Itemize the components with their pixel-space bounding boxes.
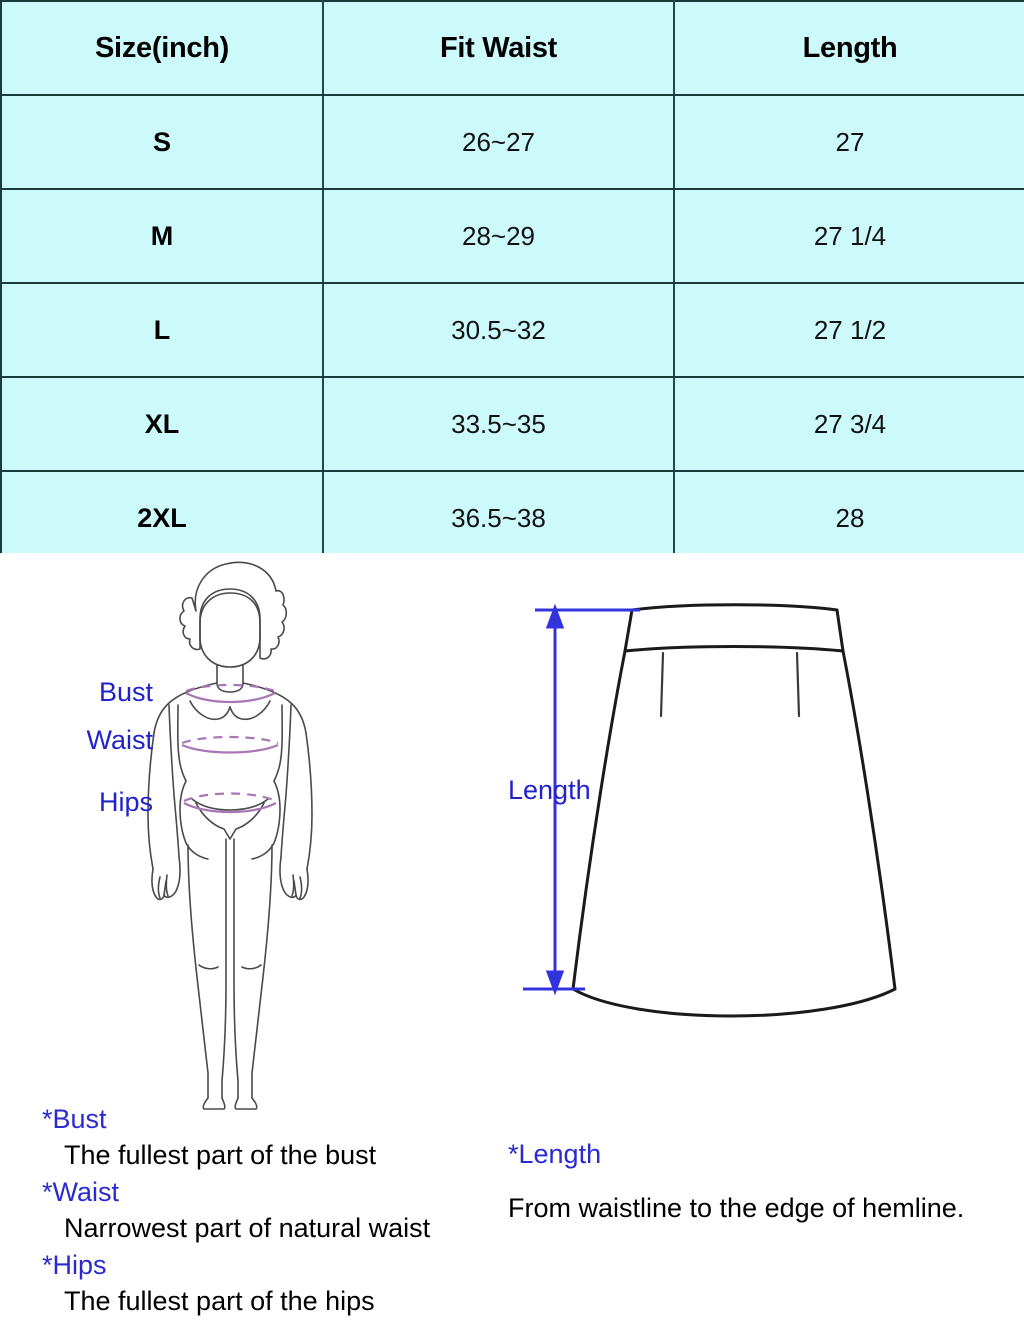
legend-term-waist: *Waist: [42, 1177, 120, 1207]
label-length: Length: [508, 775, 591, 805]
cell-length: 27 3/4: [674, 377, 1024, 472]
cell-length: 27: [674, 95, 1024, 190]
dart-left: [659, 651, 665, 718]
table-row: L 30.5~32 27 1/2: [0, 283, 1024, 378]
table-row: S 26~27 27: [0, 95, 1024, 190]
legend-desc-hips: The fullest part of the hips: [64, 1286, 375, 1316]
legend-desc-waist: Narrowest part of natural waist: [64, 1213, 431, 1243]
label-bust: Bust: [98, 677, 153, 707]
table-row: 2XL 36.5~38 28: [0, 471, 1024, 566]
table-row: M 28~29 27 1/4: [0, 189, 1024, 284]
column-header-length: Length: [674, 0, 1024, 96]
legend-term-hips: *Hips: [42, 1250, 107, 1280]
legend-desc-length: From waistline to the edge of hemline.: [508, 1193, 965, 1223]
skirt-figure-svg: [523, 603, 897, 1018]
cell-size: L: [0, 283, 324, 378]
legend-length: *Length From waistline to the edge of he…: [508, 1136, 978, 1227]
length-dimension-arrow: [523, 603, 640, 996]
cell-size: 2XL: [0, 471, 324, 566]
diagram-area: Bust Waist Hips: [0, 553, 1024, 1317]
cell-length: 27 1/2: [674, 283, 1024, 378]
bust-measure-dashed-line: [185, 683, 276, 693]
hips-measure-line: [183, 802, 277, 814]
column-header-size: Size(inch): [0, 0, 324, 96]
legend-term-bust: *Bust: [42, 1104, 107, 1134]
cell-waist: 33.5~35: [323, 377, 675, 472]
waist-measure-dashed-line: [181, 735, 279, 745]
legend-body-measurements: *Bust The fullest part of the bust *Wais…: [42, 1101, 482, 1320]
cell-size: M: [0, 189, 324, 284]
cell-waist: 30.5~32: [323, 283, 675, 378]
bust-measure-line: [185, 692, 276, 704]
skirt-figure: [495, 583, 935, 1043]
body-figure-svg: [147, 561, 313, 1110]
waist-measure-line: [181, 743, 279, 754]
cell-waist: 26~27: [323, 95, 675, 190]
cell-length: 28: [674, 471, 1024, 566]
size-chart-table: Size(inch) Fit Waist Length S 26~27 27 M…: [0, 0, 1024, 566]
legend-desc-bust: The fullest part of the bust: [64, 1140, 377, 1170]
body-figure: [100, 553, 360, 1113]
cell-length: 27 1/4: [674, 189, 1024, 284]
cell-size: XL: [0, 377, 324, 472]
dart-right: [795, 651, 801, 718]
table-row: XL 33.5~35 27 3/4: [0, 377, 1024, 472]
cell-waist: 36.5~38: [323, 471, 675, 566]
column-header-waist: Fit Waist: [323, 0, 675, 96]
cell-waist: 28~29: [323, 189, 675, 284]
hips-measure-dashed-line: [183, 792, 277, 803]
cell-size: S: [0, 95, 324, 190]
table-header-row: Size(inch) Fit Waist Length: [0, 0, 1024, 96]
label-hips: Hips: [98, 787, 153, 817]
legend-term-length: *Length: [508, 1139, 602, 1169]
label-waist: Waist: [86, 725, 154, 755]
